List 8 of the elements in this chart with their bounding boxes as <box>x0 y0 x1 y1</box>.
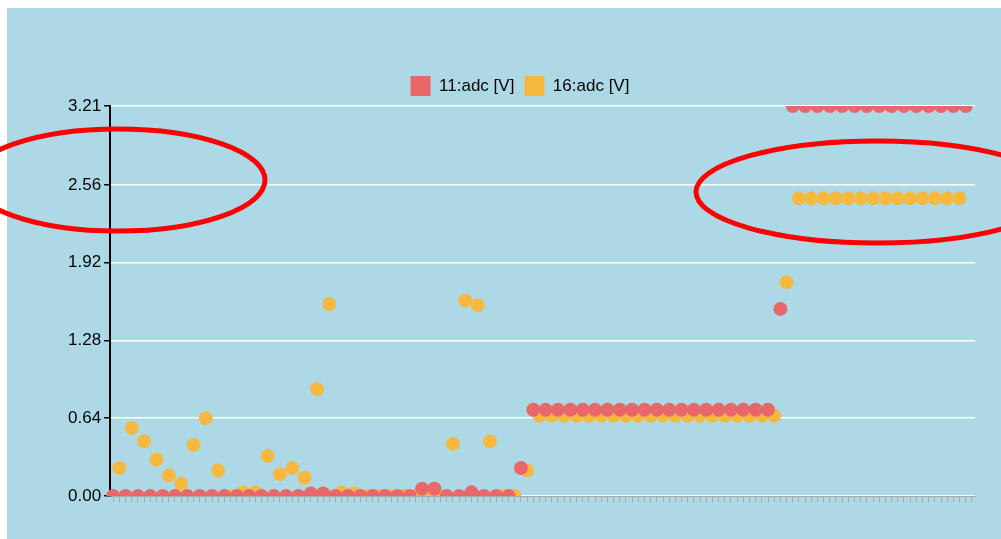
y-tick-label: 1.92 <box>67 252 102 272</box>
y-tick-label: 1.28 <box>67 330 102 350</box>
y-tick-label: 0.64 <box>67 407 102 427</box>
legend-label: 16:adc [V] <box>552 75 630 95</box>
y-tick-label: 3.21 <box>67 95 102 115</box>
y-tick-label: 2.56 <box>67 174 102 194</box>
y-tick-label: 0.00 <box>67 485 102 505</box>
legend-label: 11:adc [V] <box>439 75 515 95</box>
